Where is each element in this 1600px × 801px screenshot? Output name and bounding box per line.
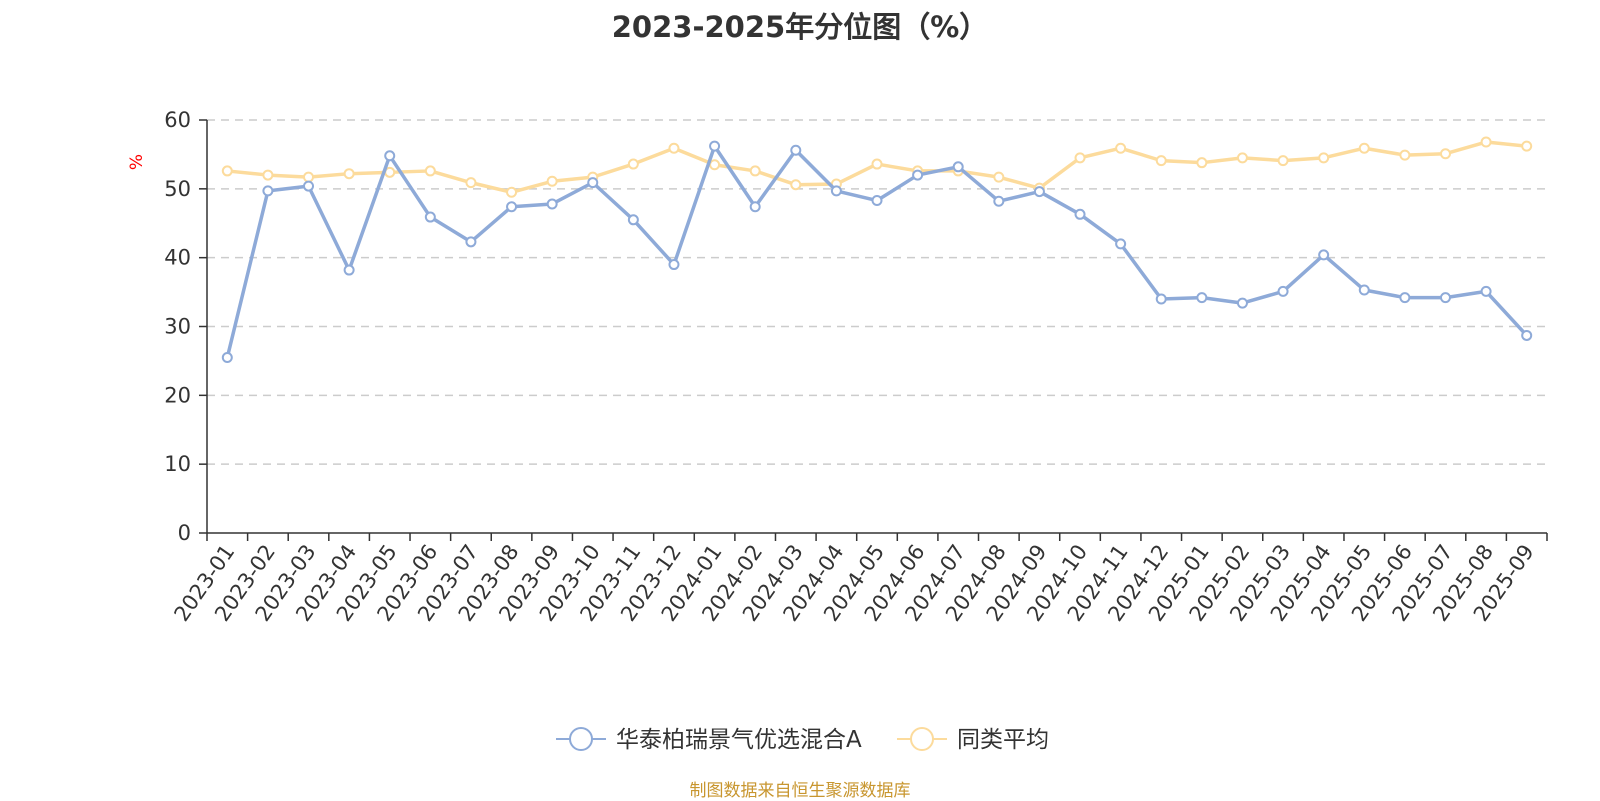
data-point-2-2023-04: [343, 168, 355, 180]
y-tick-label-30: 30: [164, 315, 191, 339]
data-point-2-2023-07: [465, 177, 477, 189]
data-point-2-2023-02: [262, 169, 274, 181]
data-point-1-2025-01: [1196, 292, 1208, 304]
data-point-2-2024-12: [1155, 155, 1167, 167]
data-point-1-2023-04: [343, 264, 355, 276]
legend: 华泰柏瑞景气优选混合A 同类平均: [556, 727, 1049, 753]
data-point-1-2024-06: [912, 169, 924, 181]
data-point-1-2025-09: [1521, 329, 1533, 341]
data-point-1-2025-02: [1236, 297, 1248, 309]
data-point-2-2025-08: [1480, 136, 1492, 148]
data-point-2-2025-02: [1236, 152, 1248, 164]
data-point-2-2025-01: [1196, 157, 1208, 169]
x-axis-ticks: 2023-012023-022023-032023-042023-052023-…: [169, 533, 1548, 626]
data-point-1-2023-11: [627, 214, 639, 226]
data-point-1-2024-07: [952, 161, 964, 173]
data-point-1-2023-06: [424, 211, 436, 223]
y-axis-unit-label: %: [127, 154, 147, 170]
data-point-1-2024-03: [790, 144, 802, 156]
y-tick-label-10: 10: [164, 452, 191, 476]
data-point-1-2023-10: [587, 177, 599, 189]
data-point-2-2025-07: [1439, 148, 1451, 160]
data-point-1-2024-04: [830, 185, 842, 197]
series-1: [221, 140, 1533, 363]
data-point-1-2024-08: [993, 195, 1005, 207]
data-point-2-2023-08: [506, 186, 518, 198]
data-point-1-2023-09: [546, 198, 558, 210]
legend-marker-2: [910, 727, 934, 751]
data-point-2-2023-03: [303, 171, 315, 183]
data-point-2-2023-12: [668, 142, 680, 154]
data-point-2-2023-06: [424, 165, 436, 177]
data-point-2-2025-05: [1358, 142, 1370, 154]
data-point-2-2023-09: [546, 175, 558, 187]
y-tick-label-0: 0: [178, 521, 191, 545]
data-point-2-2024-08: [993, 171, 1005, 183]
data-point-1-2024-09: [1033, 186, 1045, 198]
series-group: [221, 136, 1533, 363]
data-point-1-2024-12: [1155, 293, 1167, 305]
data-point-1-2023-02: [262, 185, 274, 197]
data-point-2-2024-10: [1074, 152, 1086, 164]
y-tick-label-20: 20: [164, 383, 191, 407]
data-point-1-2023-03: [303, 180, 315, 192]
data-point-1-2023-08: [506, 201, 518, 213]
data-point-2-2025-03: [1277, 155, 1289, 167]
data-point-2-2024-03: [790, 179, 802, 191]
legend-label-2: 同类平均: [957, 727, 1049, 753]
y-tick-label-40: 40: [164, 246, 191, 270]
data-point-1-2023-07: [465, 236, 477, 248]
data-point-2-2023-01: [221, 165, 233, 177]
y-tick-label-60: 60: [164, 108, 191, 132]
data-point-1-2025-08: [1480, 285, 1492, 297]
data-point-1-2025-03: [1277, 285, 1289, 297]
data-point-2-2025-09: [1521, 140, 1533, 152]
data-point-1-2023-12: [668, 259, 680, 271]
data-point-2-2024-02: [749, 165, 761, 177]
legend-label-1: 华泰柏瑞景气优选混合A: [616, 727, 862, 753]
data-point-1-2025-07: [1439, 292, 1451, 304]
data-point-2-2023-11: [627, 158, 639, 170]
data-point-2-2024-01: [709, 159, 721, 171]
y-tick-label-50: 50: [164, 177, 191, 201]
legend-item-1: 华泰柏瑞景气优选混合A: [556, 727, 862, 753]
data-point-1-2025-04: [1318, 249, 1330, 261]
data-point-2-2025-06: [1399, 149, 1411, 161]
legend-marker-1: [569, 727, 593, 751]
data-point-1-2024-02: [749, 201, 761, 213]
data-point-2-2025-04: [1318, 152, 1330, 164]
y-axis-ticks: 0 10 20 30 40 50 60: [164, 108, 207, 545]
data-source-footer: 制图数据来自恒生聚源数据库: [689, 781, 911, 801]
data-point-1-2023-05: [384, 150, 396, 162]
data-point-1-2024-05: [871, 195, 883, 207]
data-point-1-2025-05: [1358, 284, 1370, 296]
data-point-1-2023-01: [221, 351, 233, 363]
data-point-2-2024-05: [871, 158, 883, 170]
chart-title: 2023-2025年分位图（%）: [611, 10, 989, 44]
series-2: [221, 136, 1533, 198]
data-point-1-2025-06: [1399, 292, 1411, 304]
data-point-1-2024-11: [1115, 238, 1127, 250]
data-point-2-2024-11: [1115, 142, 1127, 154]
data-point-1-2024-01: [709, 140, 721, 152]
legend-item-2: 同类平均: [897, 727, 1049, 753]
data-point-1-2024-10: [1074, 208, 1086, 220]
